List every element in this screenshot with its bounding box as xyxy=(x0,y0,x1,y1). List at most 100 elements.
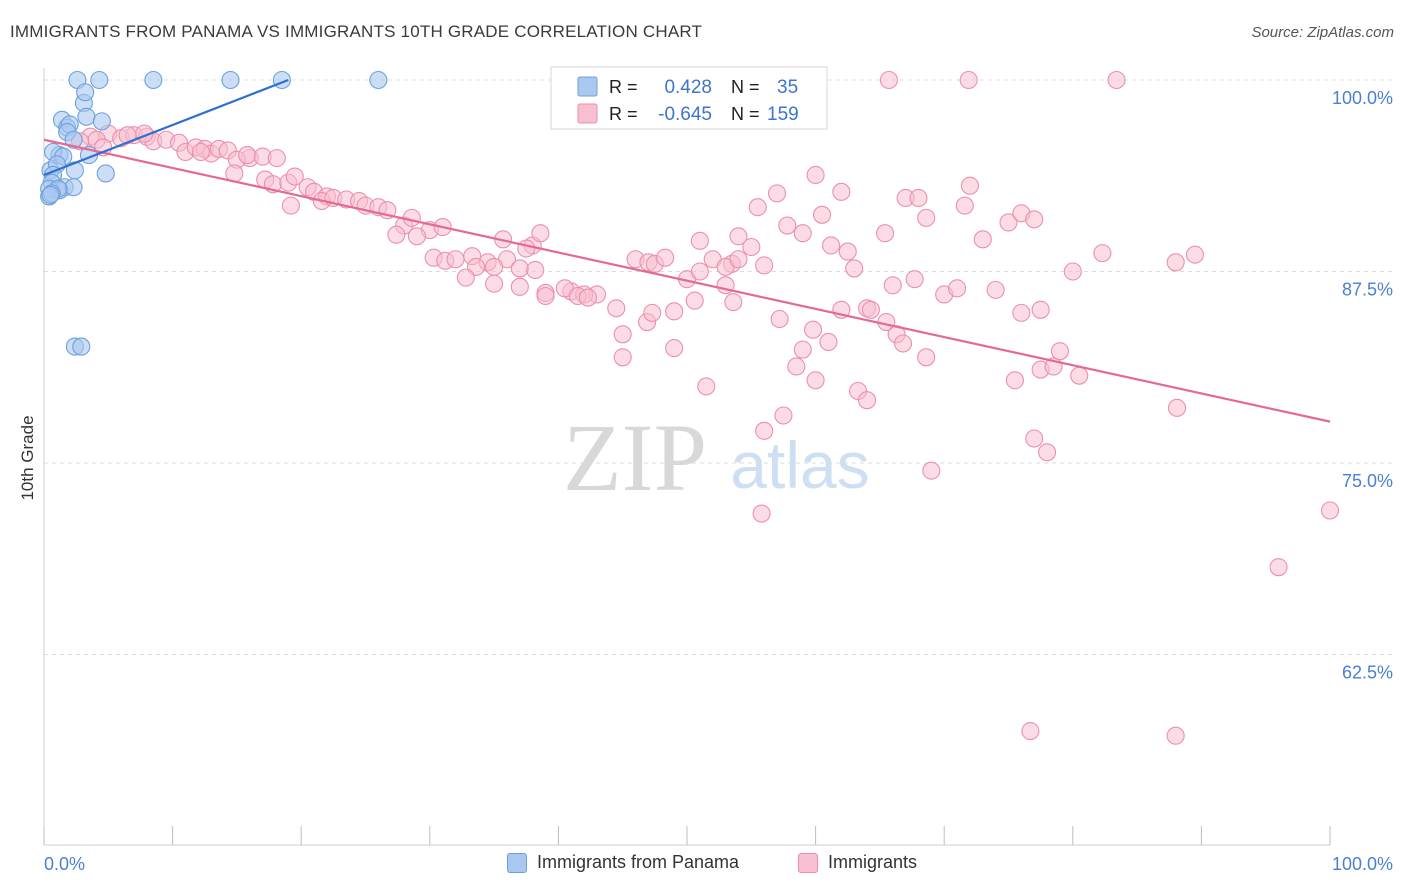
chart-title: IMMIGRANTS FROM PANAMA VS IMMIGRANTS 10T… xyxy=(10,22,703,41)
legend-n-label-immigrants: N = xyxy=(731,104,760,124)
legend-top: R = 0.428 N = 35 R = -0.645 N = 159 xyxy=(550,66,828,130)
data-point-immigrants xyxy=(656,248,675,267)
data-point-immigrants xyxy=(613,348,632,367)
data-point-immigrants xyxy=(806,165,825,185)
data-point-immigrants xyxy=(861,300,880,319)
data-point-panama xyxy=(90,70,109,90)
y-axis-label: 10th Grade xyxy=(18,415,37,500)
data-point-immigrants xyxy=(1166,253,1185,272)
legend-r-label-immigrants: R = xyxy=(609,104,638,124)
legend-r-label-panama: R = xyxy=(609,77,638,97)
y-tick-label: 100.0% xyxy=(1332,88,1393,108)
data-point-immigrants xyxy=(446,250,465,269)
data-point-immigrants xyxy=(875,224,895,243)
series-panama-points xyxy=(40,70,388,356)
watermark-zip: ZIP xyxy=(563,404,707,511)
data-point-immigrants xyxy=(238,146,257,165)
legend-r-value-immigrants: -0.645 xyxy=(658,104,712,125)
data-point-immigrants xyxy=(407,227,426,246)
legend-r-value-panama: 0.428 xyxy=(664,77,712,98)
data-point-immigrants xyxy=(697,377,716,396)
chart-source: Source: ZipAtlas.com xyxy=(1251,24,1394,41)
data-point-immigrants xyxy=(690,231,709,250)
data-point-immigrants xyxy=(510,259,529,278)
data-point-immigrants xyxy=(485,257,504,276)
data-point-immigrants xyxy=(806,371,825,390)
data-point-immigrants xyxy=(1070,366,1089,385)
data-point-immigrants xyxy=(803,320,823,339)
data-point-immigrants xyxy=(770,309,789,329)
y-tick-label: 62.5% xyxy=(1342,663,1393,683)
data-point-immigrants xyxy=(1005,371,1024,390)
data-point-immigrants xyxy=(665,339,684,358)
data-point-immigrants xyxy=(960,176,979,195)
data-point-immigrants xyxy=(724,293,743,312)
data-point-immigrants xyxy=(774,406,793,425)
data-point-immigrants xyxy=(1012,303,1031,322)
legend-label-panama: Immigrants from Panama xyxy=(537,852,740,872)
data-point-immigrants xyxy=(905,270,924,289)
data-point-immigrants xyxy=(456,268,475,287)
data-point-immigrants xyxy=(267,149,286,168)
data-point-panama xyxy=(72,337,91,356)
data-point-immigrants xyxy=(909,188,928,208)
data-point-immigrants xyxy=(1038,443,1057,462)
data-point-immigrants xyxy=(752,504,771,523)
data-point-panama xyxy=(41,185,60,204)
data-point-immigrants xyxy=(1167,398,1187,417)
data-point-panama xyxy=(369,70,388,90)
data-point-immigrants xyxy=(793,224,812,243)
data-point-immigrants xyxy=(536,286,555,306)
data-point-immigrants xyxy=(838,242,857,261)
x-tick-label: 0.0% xyxy=(44,854,85,874)
data-point-immigrants xyxy=(1025,429,1044,448)
legend-n-value-panama: 35 xyxy=(777,77,798,98)
data-point-immigrants xyxy=(1107,70,1126,90)
data-point-immigrants xyxy=(845,259,864,278)
data-point-panama xyxy=(64,178,83,197)
data-point-immigrants xyxy=(778,216,797,235)
data-point-immigrants xyxy=(613,325,632,344)
data-point-immigrants xyxy=(665,302,684,321)
data-point-immigrants xyxy=(883,276,902,295)
data-point-immigrants xyxy=(917,208,936,227)
data-point-panama xyxy=(77,107,96,126)
legend-n-value-immigrants: 159 xyxy=(767,104,799,125)
data-point-immigrants xyxy=(1166,726,1185,745)
data-point-panama xyxy=(64,130,83,149)
trend-line-immigrants xyxy=(43,138,1331,423)
data-point-immigrants xyxy=(755,256,774,275)
data-point-immigrants xyxy=(578,288,598,307)
y-tick-labels: 62.5% 75.0% 87.5% 100.0% xyxy=(1332,88,1393,683)
data-point-immigrants xyxy=(832,182,851,201)
data-point-immigrants xyxy=(690,262,709,281)
watermark-atlas: atlas xyxy=(730,428,869,502)
data-point-immigrants xyxy=(1185,245,1205,264)
data-point-immigrants xyxy=(1093,244,1112,263)
data-point-panama xyxy=(92,112,111,131)
legend-n-label-panama: N = xyxy=(731,77,760,97)
data-point-panama xyxy=(76,83,95,102)
data-point-immigrants xyxy=(510,277,529,296)
data-point-panama xyxy=(221,70,240,90)
legend-item-panama: Immigrants from Panama xyxy=(507,852,739,873)
data-point-immigrants xyxy=(685,291,704,310)
data-point-immigrants xyxy=(857,391,877,410)
data-point-immigrants xyxy=(402,208,421,227)
data-point-immigrants xyxy=(531,224,550,243)
data-point-immigrants xyxy=(948,279,967,298)
x-tick-labels: 0.0% 100.0% xyxy=(44,854,1393,874)
data-point-immigrants xyxy=(821,236,841,255)
data-point-immigrants xyxy=(1063,262,1082,281)
data-point-immigrants xyxy=(1021,722,1040,741)
data-point-immigrants xyxy=(526,260,545,280)
data-point-immigrants xyxy=(387,225,406,244)
data-point-immigrants xyxy=(767,184,787,203)
series-immigrants-points xyxy=(70,70,1340,745)
legend-item-immigrants: Immigrants xyxy=(798,852,917,873)
legend-swatch-panama-bottom xyxy=(507,852,527,873)
data-point-immigrants xyxy=(812,205,832,224)
data-point-immigrants xyxy=(643,303,662,322)
data-point-immigrants xyxy=(607,299,626,318)
data-point-panama xyxy=(96,164,115,183)
